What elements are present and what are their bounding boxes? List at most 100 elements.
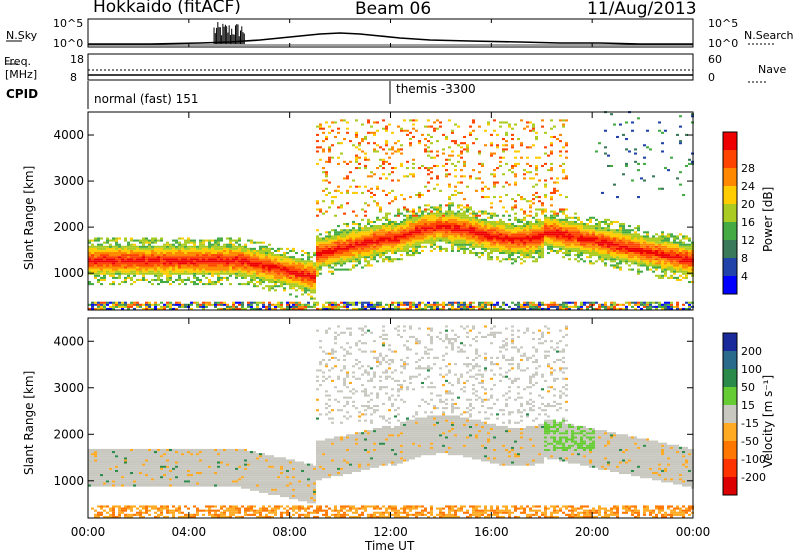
- power-cell: [271, 264, 274, 267]
- power-cell: [232, 305, 235, 308]
- power-cell: [409, 301, 412, 304]
- power-cell: [211, 245, 214, 248]
- power-cell: [412, 231, 415, 234]
- power-cell: [406, 247, 409, 250]
- power-cell: [334, 243, 337, 246]
- power-cell: [448, 214, 451, 217]
- power-cell: [562, 251, 565, 255]
- power-cell: [574, 231, 577, 234]
- power-cell: [88, 283, 91, 286]
- power-cell: [277, 274, 280, 277]
- power-cell: [118, 264, 121, 267]
- power-cell: [514, 237, 517, 240]
- power-cell: [388, 191, 391, 194]
- power-cell: [442, 152, 445, 155]
- power-cell: [373, 229, 376, 232]
- power-cell: [424, 144, 427, 147]
- power-cell: [346, 233, 349, 236]
- power-cell: [187, 270, 190, 273]
- power-cell: [157, 260, 160, 263]
- power-cell: [559, 303, 562, 306]
- power-cell: [355, 131, 358, 134]
- power-cell: [184, 260, 187, 263]
- power-cell: [493, 212, 496, 215]
- power-cell: [577, 260, 580, 263]
- power-cell: [337, 233, 340, 236]
- power-cell: [640, 237, 643, 240]
- power-cell: [388, 239, 391, 242]
- power-cell: [610, 303, 613, 306]
- power-cell: [358, 235, 361, 238]
- power-cell: [523, 254, 526, 257]
- power-cell: [325, 175, 328, 178]
- power-cell: [562, 301, 565, 304]
- power-cell: [544, 227, 547, 230]
- power-cell: [283, 287, 286, 290]
- power-cell: [154, 268, 157, 271]
- power-cell: [328, 156, 331, 159]
- power-cell: [355, 167, 358, 170]
- power-cell: [325, 249, 328, 252]
- power-cell: [163, 264, 166, 267]
- power-cell: [475, 241, 478, 244]
- power-cell: [268, 289, 271, 292]
- power-cell: [382, 249, 385, 252]
- power-cell: [658, 187, 661, 190]
- power-cell: [445, 249, 448, 252]
- power-cell: [556, 225, 559, 228]
- power-cell: [427, 222, 430, 226]
- power-cell: [373, 251, 376, 255]
- power-cell: [376, 216, 379, 219]
- power-cell: [550, 301, 553, 304]
- power-cell: [616, 247, 619, 250]
- power-cell: [142, 247, 145, 250]
- power-cell: [538, 237, 541, 240]
- power-cell: [481, 305, 484, 308]
- power-cell: [595, 245, 598, 248]
- power-cell: [100, 262, 103, 265]
- power-cell: [595, 254, 598, 257]
- power-cell: [676, 264, 679, 267]
- power-cell: [655, 237, 658, 240]
- power-cell: [493, 119, 496, 122]
- power-cell: [655, 243, 658, 246]
- power-cell: [454, 220, 457, 223]
- power-cell: [478, 239, 481, 242]
- power-cell: [523, 301, 526, 304]
- power-cell: [520, 142, 523, 145]
- power-cell: [178, 243, 181, 246]
- power-cell: [424, 204, 427, 207]
- power-cell: [412, 229, 415, 232]
- power-cell: [493, 169, 496, 172]
- power-cell: [358, 227, 361, 230]
- power-cell: [328, 247, 331, 250]
- power-cell: [460, 231, 463, 234]
- power-cell: [334, 241, 337, 244]
- power-cell: [604, 254, 607, 257]
- power-cell: [340, 301, 343, 304]
- power-cell: [352, 233, 355, 236]
- power-cell: [109, 243, 112, 246]
- power-cell: [490, 202, 493, 205]
- power-cell: [130, 301, 133, 304]
- power-cell: [457, 249, 460, 252]
- power-cell: [280, 268, 283, 271]
- power-cell: [247, 272, 250, 275]
- power-cell: [124, 278, 127, 281]
- power-cell: [364, 254, 367, 257]
- power-cell: [277, 272, 280, 275]
- power-cell: [457, 125, 460, 128]
- power-cell: [526, 233, 529, 236]
- power-cell: [247, 256, 250, 259]
- power-cell: [106, 251, 109, 255]
- power-cell: [496, 245, 499, 248]
- power-cell: [448, 185, 451, 188]
- power-cell: [370, 256, 373, 259]
- power-cell: [658, 276, 661, 279]
- power-cell: [136, 264, 139, 267]
- power-cell: [298, 305, 301, 308]
- power-cell: [319, 251, 322, 255]
- power-cell: [637, 301, 640, 304]
- power-cell: [202, 283, 205, 286]
- power-cell: [235, 264, 238, 267]
